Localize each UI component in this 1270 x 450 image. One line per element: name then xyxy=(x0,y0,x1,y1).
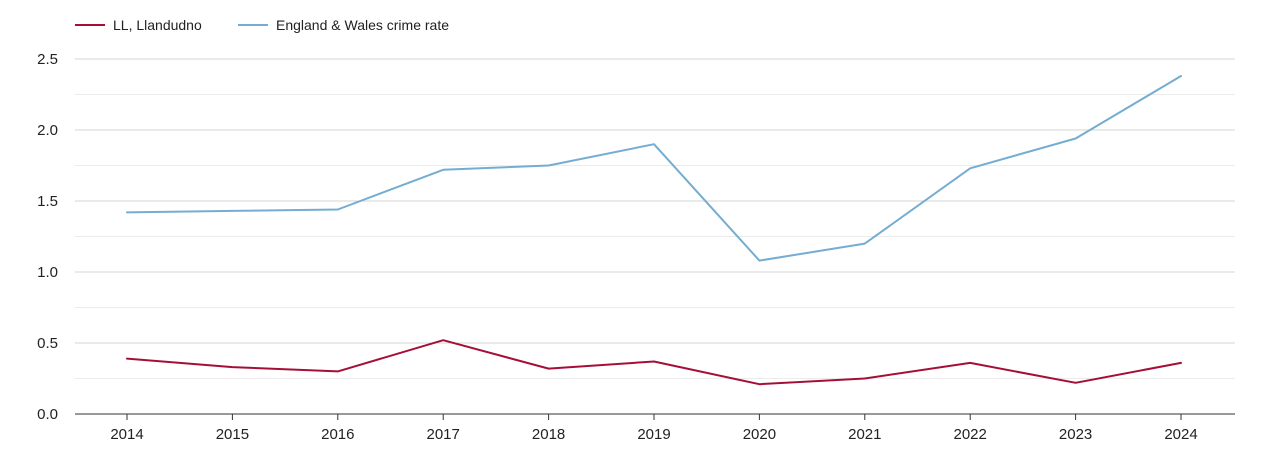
x-tick-label: 2017 xyxy=(427,426,460,443)
y-tick-labels: 0.0 0.5 1.0 1.5 2.0 2.5 xyxy=(37,51,58,423)
x-tick-label: 2016 xyxy=(321,426,354,443)
x-tick-label: 2022 xyxy=(954,426,987,443)
x-tick-label: 2019 xyxy=(637,426,670,443)
legend-label: LL, Llandudno xyxy=(113,17,202,33)
x-tick-label: 2018 xyxy=(532,426,565,443)
y-tick-label: 1.0 xyxy=(37,264,58,281)
x-tick-label: 2020 xyxy=(743,426,776,443)
y-tick-label: 2.5 xyxy=(37,51,58,68)
legend-label: England & Wales crime rate xyxy=(276,17,449,33)
x-tick-label: 2014 xyxy=(110,426,143,443)
legend: LL, Llandudno England & Wales crime rate xyxy=(75,17,449,33)
grid-lines xyxy=(75,58,1235,379)
y-tick-label: 0.0 xyxy=(37,406,58,423)
y-tick-label: 2.0 xyxy=(37,122,58,139)
x-tick-labels: 2014 2015 2016 2017 2018 2019 2020 2021 2022 2023… xyxy=(110,414,1198,443)
series-line-1 xyxy=(126,75,1182,262)
x-tick-label: 2023 xyxy=(1059,426,1092,443)
series-line-0 xyxy=(126,339,1182,386)
y-tick-label: 0.5 xyxy=(37,335,58,352)
y-tick-label: 1.5 xyxy=(37,193,58,210)
x-tick-label: 2024 xyxy=(1164,426,1197,443)
x-tick-label: 2021 xyxy=(848,426,881,443)
x-tick-label: 2015 xyxy=(216,426,249,443)
series-lines xyxy=(126,75,1182,386)
